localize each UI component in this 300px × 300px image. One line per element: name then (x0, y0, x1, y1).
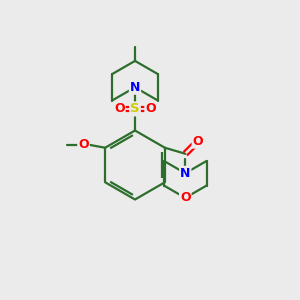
Text: N: N (180, 167, 190, 180)
Text: O: O (78, 138, 89, 151)
Text: O: O (114, 102, 125, 116)
Text: N: N (130, 81, 140, 94)
Text: S: S (130, 102, 140, 116)
Text: O: O (193, 135, 203, 148)
Text: O: O (180, 191, 190, 204)
Text: O: O (145, 102, 156, 116)
